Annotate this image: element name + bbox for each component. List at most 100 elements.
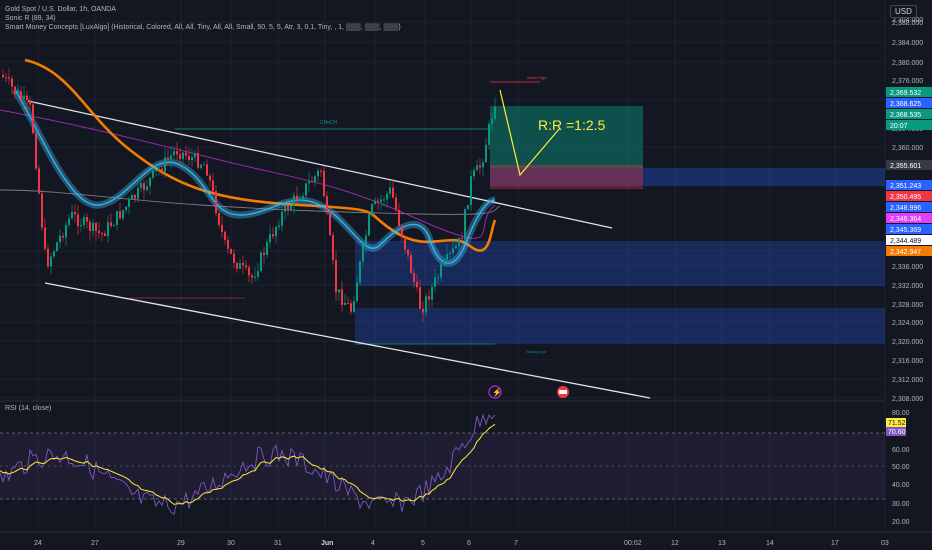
rsi-tick-label: 80.00 — [892, 410, 910, 417]
candle-body — [344, 302, 346, 305]
time-tick-label: 31 — [274, 540, 282, 547]
candle-body — [362, 243, 364, 262]
candle-body — [347, 302, 349, 304]
candle-body — [218, 213, 220, 225]
candle-body — [371, 204, 373, 215]
candle-body — [413, 273, 415, 282]
candle-body — [83, 217, 85, 226]
candle-body — [485, 144, 487, 163]
candle-body — [125, 206, 127, 211]
price-badge — [886, 120, 932, 130]
candle-body — [419, 287, 421, 309]
candle-body — [164, 157, 166, 172]
candle-body — [239, 262, 241, 269]
candle-body — [353, 301, 355, 312]
candle-body — [458, 237, 460, 247]
candle-body — [116, 211, 118, 226]
price-tick-label: 2,328.000 — [892, 302, 923, 309]
candle-body — [407, 249, 409, 255]
price-tick-label: 2,376.000 — [892, 78, 923, 85]
candle-body — [188, 155, 190, 161]
candle-body — [482, 162, 484, 168]
rsi-title[interactable]: RSI (14, close) — [5, 405, 52, 412]
price-badge — [886, 160, 932, 170]
ma-gray-line — [0, 189, 501, 215]
candle-body — [281, 211, 283, 226]
ma-purple-line — [0, 109, 496, 239]
candle-body — [305, 183, 307, 196]
candle-body — [44, 227, 46, 249]
price-badge-text: 2,351.243 — [890, 183, 921, 190]
candle-body — [227, 239, 229, 249]
candle-body — [131, 195, 133, 200]
price-badge-text: 2,355.601 — [890, 163, 921, 170]
candle-body — [359, 261, 361, 283]
symbol-title[interactable]: Gold Spot / U.S. Dollar, 1h, OANDA — [5, 6, 116, 13]
candle-body — [269, 234, 271, 243]
stop-loss-zone[interactable] — [490, 165, 643, 189]
candle-body — [311, 181, 313, 183]
candle-body — [263, 252, 265, 255]
flash-icon: ⚡ — [492, 387, 502, 397]
candle-body — [221, 224, 223, 232]
candles — [2, 68, 496, 322]
price-tick-label: 2,316.000 — [892, 358, 923, 365]
candle-body — [491, 118, 493, 124]
candle-body — [308, 181, 310, 184]
candle-body — [488, 123, 490, 145]
indicator-sonic-r[interactable]: Sonic R (89, 34) — [5, 15, 56, 22]
candle-body — [23, 95, 25, 100]
candle-body — [401, 225, 403, 238]
candle-body — [383, 199, 385, 201]
candle-body — [41, 193, 43, 228]
candle-body — [494, 106, 496, 119]
candle-body — [410, 254, 412, 274]
candle-body — [326, 196, 328, 212]
price-tick-label: 2,308.000 — [892, 396, 923, 403]
price-tick-label: 2,336.000 — [892, 264, 923, 271]
channel-lower-line[interactable] — [44, 282, 651, 399]
candle-body — [470, 176, 472, 205]
candle-body — [242, 262, 244, 266]
event-flash-icon[interactable] — [488, 385, 502, 399]
candle-body — [29, 100, 31, 105]
projection-path[interactable] — [499, 89, 561, 177]
time-axis[interactable]: 24 27 29 30 31 Jun 4 5 6 7 00:02 12 13 14 17 03 — [34, 540, 889, 547]
currency-button[interactable]: USD — [890, 5, 917, 18]
candle-body — [341, 289, 343, 305]
rsi-badge — [886, 427, 906, 436]
candle-body — [266, 242, 268, 255]
candle-body — [395, 197, 397, 210]
candle-body — [251, 275, 253, 278]
candle-body — [428, 296, 430, 300]
candle-body — [377, 200, 379, 202]
candle-body — [224, 231, 226, 240]
price-tick-label: 2,324.000 — [892, 320, 923, 327]
time-tick-label: 29 — [177, 540, 185, 547]
candle-body — [398, 209, 400, 226]
candle-body — [17, 91, 19, 94]
price-badges: 2,369.532 2,368.625 2,368.535 20:07 2,355.60… — [886, 87, 932, 256]
candle-body — [425, 296, 427, 313]
price-badge — [886, 191, 932, 201]
candle-body — [461, 237, 463, 240]
indicator-smc[interactable]: Smart Money Concepts [LuxAlgo] (Historic… — [5, 24, 401, 31]
candle-body — [161, 168, 163, 172]
price-badge-text: 2,348.996 — [890, 205, 921, 212]
candle-body — [89, 221, 91, 231]
candle-body — [185, 152, 187, 156]
candle-body — [110, 222, 112, 226]
candle-body — [314, 176, 316, 182]
price-badge — [886, 98, 932, 108]
candle-body — [206, 164, 208, 176]
price-badge-text: 2,345.369 — [890, 227, 921, 234]
rsi-axis: 80.00 60.00 50.00 40.00 30.00 20.00 71.52 70.60 — [886, 410, 910, 526]
candle-body — [443, 259, 445, 265]
candle-body — [62, 235, 64, 238]
candle-body — [254, 276, 256, 278]
time-tick-label: 12 — [671, 540, 679, 547]
candle-body — [74, 211, 76, 215]
take-profit-zone[interactable] — [490, 106, 643, 168]
channel-upper-line[interactable] — [27, 100, 613, 229]
